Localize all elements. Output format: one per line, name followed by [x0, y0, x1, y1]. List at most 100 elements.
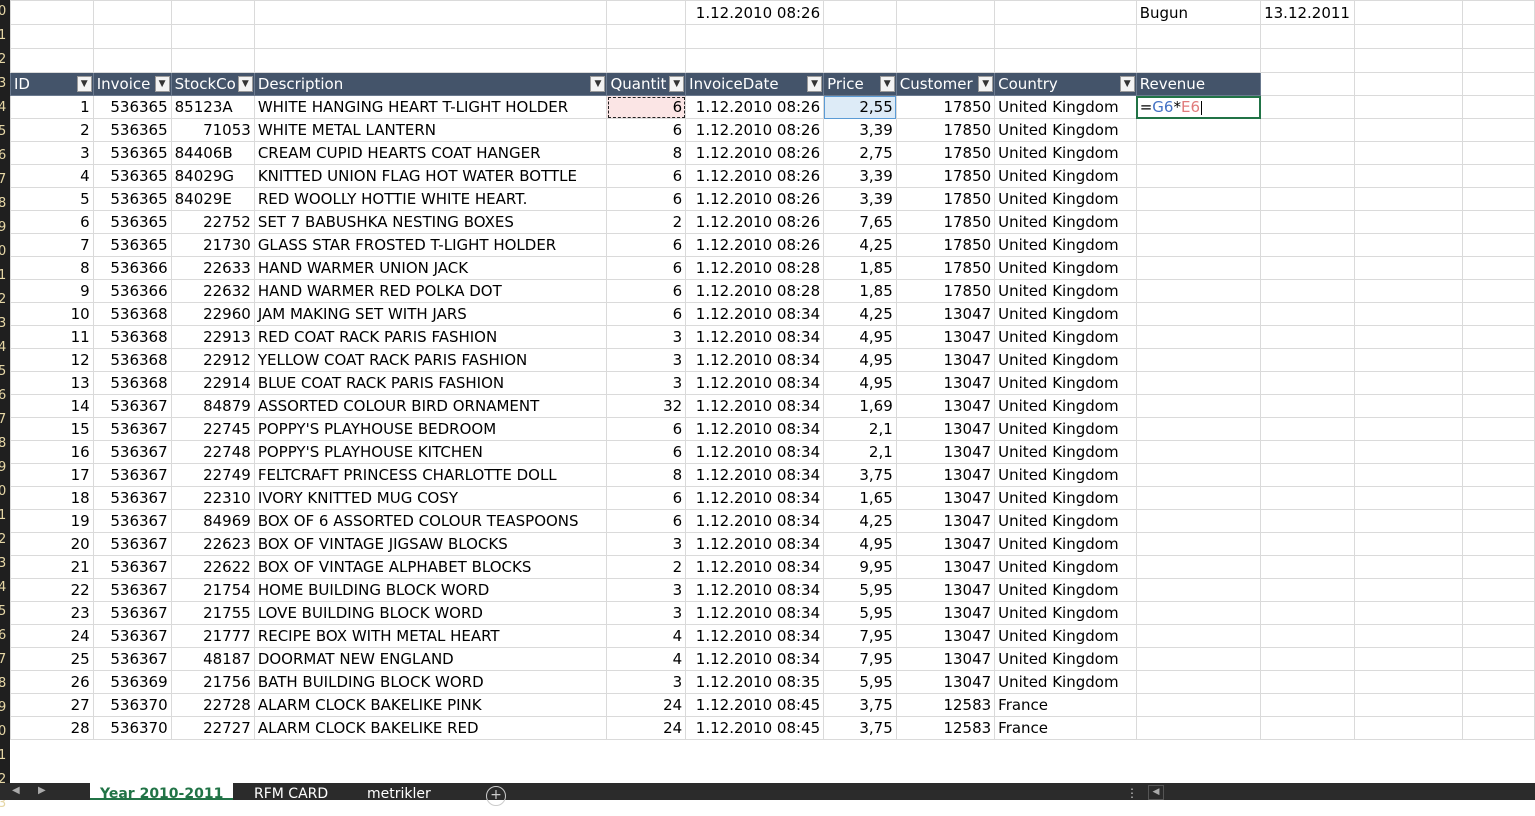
top-date-cell[interactable]: 1.12.2010 08:26	[685, 0, 825, 25]
invoicedate-cell[interactable]: 1.12.2010 08:34	[685, 509, 825, 533]
country-cell[interactable]: United Kingdom	[994, 118, 1137, 142]
invoice-cell[interactable]: 536365	[92, 210, 172, 234]
quantity-cell[interactable]: 3	[606, 371, 687, 395]
price-cell[interactable]: 2,1	[823, 440, 897, 464]
description-cell[interactable]: HAND WARMER UNION JACK	[253, 256, 608, 280]
price-cell[interactable]: 7,95	[823, 647, 897, 671]
revenue-cell[interactable]	[1135, 601, 1262, 625]
header-description[interactable]: Description ▼	[253, 72, 608, 96]
description-cell[interactable]: DOORMAT NEW ENGLAND	[253, 647, 608, 671]
country-cell[interactable]: United Kingdom	[994, 348, 1137, 372]
stockcode-cell[interactable]: 71053	[170, 118, 255, 142]
price-cell[interactable]: 1,65	[823, 486, 897, 510]
revenue-cell[interactable]	[1135, 647, 1262, 671]
description-cell[interactable]: FELTCRAFT PRINCESS CHARLOTTE DOLL	[253, 463, 608, 487]
description-cell[interactable]: ALARM CLOCK BAKELIKE RED	[253, 716, 608, 740]
invoicedate-cell[interactable]: 1.12.2010 08:34	[685, 601, 825, 625]
id-cell[interactable]: 12	[10, 348, 94, 372]
id-cell[interactable]: 18	[10, 486, 94, 510]
row-number[interactable]: 4	[0, 580, 7, 595]
stockcode-cell[interactable]: 22622	[170, 555, 255, 579]
stockcode-cell[interactable]: 22749	[170, 463, 255, 487]
id-cell[interactable]: 8	[10, 256, 94, 280]
invoice-cell[interactable]: 536368	[92, 348, 172, 372]
id-cell[interactable]: 6	[10, 210, 94, 234]
row-number[interactable]: 1	[0, 508, 7, 523]
row-number[interactable]: 5	[0, 364, 7, 379]
header-revenue[interactable]: Revenue	[1135, 72, 1262, 96]
customer-cell[interactable]: 13047	[895, 302, 996, 326]
description-cell[interactable]: RED WOOLLY HOTTIE WHITE HEART.	[253, 187, 608, 211]
country-cell[interactable]: United Kingdom	[994, 647, 1137, 671]
stockcode-cell[interactable]: 21730	[170, 233, 255, 257]
invoice-cell[interactable]: 536367	[92, 463, 172, 487]
invoice-cell[interactable]: 536368	[92, 302, 172, 326]
tab-year-2010-2011[interactable]: Year 2010-2011	[90, 783, 234, 800]
revenue-cell[interactable]	[1135, 394, 1262, 418]
price-cell[interactable]: 2,1	[823, 417, 897, 441]
price-cell[interactable]: 5,95	[823, 670, 897, 694]
invoicedate-cell[interactable]: 1.12.2010 08:26	[685, 118, 825, 142]
invoice-cell[interactable]: 536367	[92, 394, 172, 418]
row-number[interactable]: 0	[0, 4, 7, 19]
revenue-cell[interactable]	[1135, 555, 1262, 579]
country-cell[interactable]: United Kingdom	[994, 440, 1137, 464]
invoice-cell[interactable]: 536367	[92, 624, 172, 648]
invoicedate-cell[interactable]: 1.12.2010 08:34	[685, 578, 825, 602]
invoice-cell[interactable]: 536367	[92, 532, 172, 556]
customer-cell[interactable]: 17850	[895, 233, 996, 257]
stockcode-cell[interactable]: 84969	[170, 509, 255, 533]
row-number[interactable]: 9	[0, 700, 7, 715]
id-cell[interactable]: 10	[10, 302, 94, 326]
header-invoice[interactable]: Invoice ▼	[92, 72, 172, 96]
country-cell[interactable]: United Kingdom	[994, 302, 1137, 326]
invoice-cell[interactable]: 536366	[92, 279, 172, 303]
quantity-cell[interactable]: 8	[606, 141, 687, 165]
add-sheet-icon[interactable]: +	[486, 786, 506, 806]
description-cell[interactable]: WHITE METAL LANTERN	[253, 118, 608, 142]
invoice-cell[interactable]: 536369	[92, 670, 172, 694]
quantity-cell[interactable]: 3	[606, 325, 687, 349]
revenue-cell[interactable]	[1135, 578, 1262, 602]
customer-cell[interactable]: 13047	[895, 670, 996, 694]
revenue-cell[interactable]	[1135, 141, 1262, 165]
id-cell[interactable]: 5	[10, 187, 94, 211]
customer-cell[interactable]: 13047	[895, 509, 996, 533]
price-cell[interactable]: 9,95	[823, 555, 897, 579]
revenue-cell[interactable]	[1135, 509, 1262, 533]
customer-cell[interactable]: 13047	[895, 325, 996, 349]
customer-cell[interactable]: 13047	[895, 486, 996, 510]
row-number[interactable]: 8	[0, 676, 7, 691]
customer-cell[interactable]: 17850	[895, 256, 996, 280]
invoice-cell[interactable]: 536370	[92, 693, 172, 717]
header-customer[interactable]: Customer ▼	[895, 72, 996, 96]
row-number[interactable]: 4	[0, 100, 7, 115]
invoicedate-cell[interactable]: 1.12.2010 08:34	[685, 624, 825, 648]
invoice-cell[interactable]: 536368	[92, 371, 172, 395]
spreadsheet-grid[interactable]: 1.12.2010 08:26 Bugun 13.12.2011 ID ▼ Invo…	[10, 0, 1535, 783]
quantity-cell[interactable]: 6	[606, 486, 687, 510]
customer-cell[interactable]: 13047	[895, 601, 996, 625]
header-invoicedate[interactable]: InvoiceDate ▼	[685, 72, 825, 96]
description-cell[interactable]: ALARM CLOCK BAKELIKE PINK	[253, 693, 608, 717]
invoice-cell[interactable]: 536365	[92, 118, 172, 142]
quantity-cell[interactable]: 4	[606, 624, 687, 648]
invoice-cell[interactable]: 536367	[92, 601, 172, 625]
row-number[interactable]: 0	[0, 244, 7, 259]
invoicedate-cell[interactable]: 1.12.2010 08:34	[685, 417, 825, 441]
quantity-cell[interactable]: 4	[606, 647, 687, 671]
customer-cell[interactable]: 13047	[895, 578, 996, 602]
quantity-cell[interactable]: 3	[606, 670, 687, 694]
invoicedate-cell[interactable]: 1.12.2010 08:34	[685, 440, 825, 464]
stockcode-cell[interactable]: 22623	[170, 532, 255, 556]
tab-scroll-left-icon[interactable]: ◀	[12, 785, 20, 796]
invoice-cell[interactable]: 536367	[92, 578, 172, 602]
country-cell[interactable]: United Kingdom	[994, 279, 1137, 303]
country-cell[interactable]: United Kingdom	[994, 371, 1137, 395]
country-cell[interactable]: United Kingdom	[994, 417, 1137, 441]
header-country[interactable]: Country ▼	[994, 72, 1137, 96]
customer-cell[interactable]: 17850	[895, 187, 996, 211]
invoicedate-cell[interactable]: 1.12.2010 08:35	[685, 670, 825, 694]
quantity-cell[interactable]: 24	[606, 693, 687, 717]
price-cell[interactable]: 3,39	[823, 164, 897, 188]
